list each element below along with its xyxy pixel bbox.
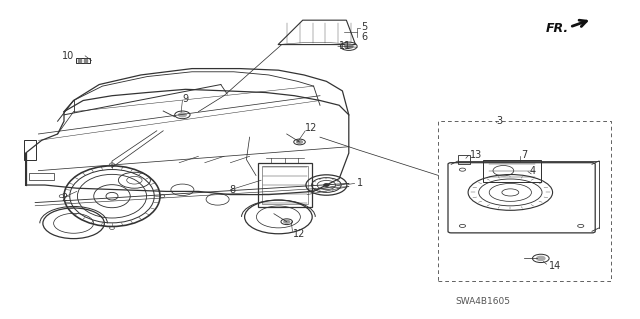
Text: 2: 2 [61, 193, 67, 203]
Circle shape [536, 256, 545, 260]
Text: 13: 13 [470, 150, 483, 160]
Text: 1: 1 [356, 178, 363, 189]
Text: 14: 14 [549, 261, 561, 271]
Bar [483, 160, 541, 182]
Circle shape [284, 220, 290, 223]
Circle shape [324, 184, 329, 186]
Text: 12: 12 [305, 122, 317, 133]
Text: SWA4B1605: SWA4B1605 [456, 297, 511, 306]
Text: 5: 5 [362, 22, 368, 32]
Bar [438, 121, 611, 281]
Bar [258, 163, 312, 207]
Bar [24, 140, 36, 160]
Text: 7: 7 [522, 150, 528, 160]
Bar [76, 58, 90, 63]
Bar [458, 155, 470, 164]
Text: 4: 4 [529, 166, 536, 176]
Circle shape [297, 141, 303, 144]
Bar [262, 166, 308, 204]
Text: 3: 3 [496, 116, 502, 126]
Bar [78, 59, 81, 62]
Text: 12: 12 [292, 229, 305, 240]
Text: 8: 8 [229, 185, 236, 195]
Text: 11: 11 [339, 41, 351, 51]
Text: 10: 10 [62, 51, 74, 61]
Bar [29, 173, 54, 180]
Text: FR.: FR. [545, 22, 568, 35]
Text: 9: 9 [182, 94, 189, 104]
Circle shape [344, 44, 353, 48]
Circle shape [179, 113, 186, 117]
Bar [84, 59, 86, 62]
Text: 6: 6 [362, 32, 368, 42]
